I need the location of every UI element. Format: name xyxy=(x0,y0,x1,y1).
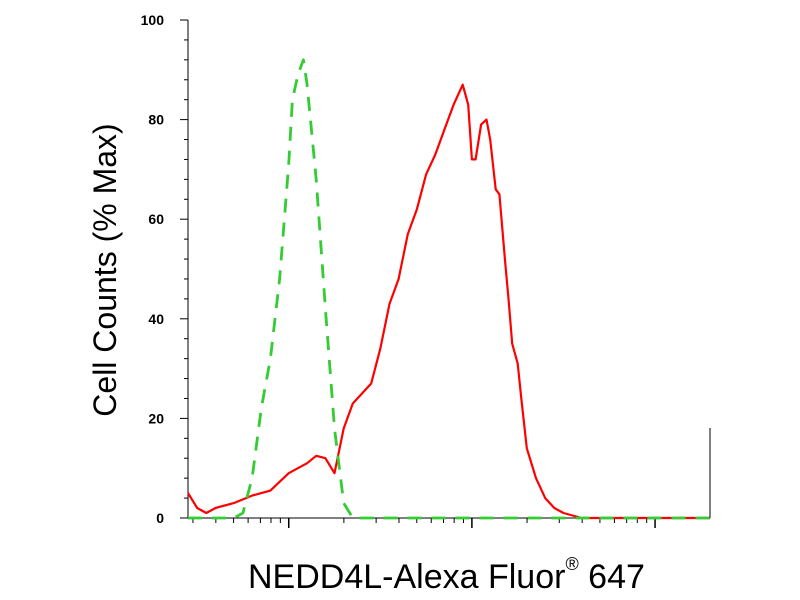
registered-mark: ® xyxy=(565,554,579,574)
y-tick-label: 100 xyxy=(141,12,165,28)
series-line-1 xyxy=(187,83,710,520)
series-lines xyxy=(187,58,710,520)
y-axis-label: Cell Counts (% Max) xyxy=(87,123,123,416)
y-tick-label: 0 xyxy=(156,510,164,526)
y-axis-ticks: 0 20 40 60 80 100 xyxy=(141,12,188,526)
y-tick-label: 60 xyxy=(148,211,164,227)
y-tick-label: 20 xyxy=(148,410,164,426)
y-tick-label: 40 xyxy=(148,311,164,327)
plot-area xyxy=(187,20,711,519)
y-tick-label: 80 xyxy=(148,112,164,128)
series-line-2 xyxy=(188,58,710,520)
x-axis-label-suffix: 647 xyxy=(578,558,645,596)
x-axis-label: NEDD4L-Alexa Fluor® 647 xyxy=(248,554,645,597)
x-axis-label-main: NEDD4L-Alexa Fluor xyxy=(248,558,566,596)
x-axis-ticks xyxy=(192,518,656,528)
